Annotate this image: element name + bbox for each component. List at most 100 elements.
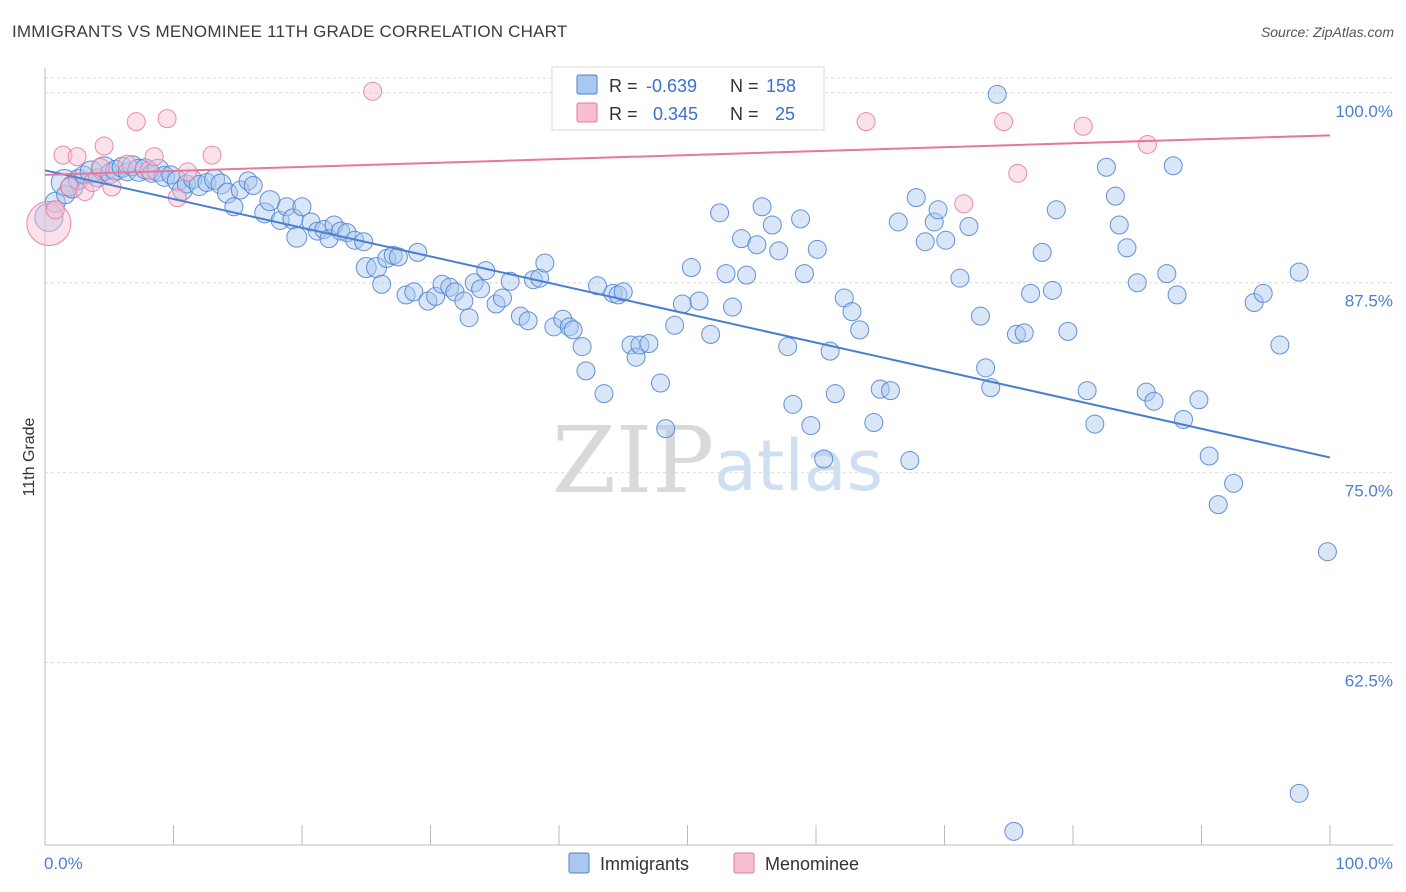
immigrants-point xyxy=(924,212,944,232)
immigrants-point xyxy=(563,320,583,340)
immigrants-point xyxy=(459,308,479,328)
menominee-point xyxy=(117,154,137,174)
y-tick-label: 87.5% xyxy=(1345,292,1393,311)
immigrants-point xyxy=(850,320,870,340)
menominee-point xyxy=(1008,163,1028,183)
immigrants-point xyxy=(1004,821,1024,841)
menominee-point xyxy=(45,200,65,220)
immigrants-point xyxy=(987,84,1007,104)
immigrants-point xyxy=(1289,262,1309,282)
immigrants-point xyxy=(1189,390,1209,410)
immigrants-point xyxy=(783,394,803,414)
menominee-point xyxy=(178,162,198,182)
immigrants-point xyxy=(976,358,996,378)
legend-r-label-menominee: R = xyxy=(609,104,638,124)
chart-source: Source: ZipAtlas.com xyxy=(1260,24,1394,40)
immigrants-point xyxy=(888,212,908,232)
menominee-point xyxy=(1138,134,1158,154)
x-tick-label-left: 0.0% xyxy=(44,854,83,873)
legend-n-value-menominee: 25 xyxy=(775,104,795,124)
x-tick-label-right: 100.0% xyxy=(1335,854,1393,873)
immigrants-point xyxy=(576,361,596,381)
menominee-point xyxy=(53,145,73,165)
immigrants-point xyxy=(500,271,520,291)
immigrants-point xyxy=(656,419,676,439)
immigrants-trend-line xyxy=(44,169,1331,459)
immigrants-point xyxy=(842,302,862,322)
immigrants-point xyxy=(1046,200,1066,220)
immigrants-point xyxy=(936,230,956,250)
immigrants-point xyxy=(1199,446,1219,466)
immigrants-point xyxy=(1077,381,1097,401)
immigrants-point xyxy=(791,209,811,229)
y-axis-label: 11th Grade xyxy=(21,417,38,496)
menominee-point xyxy=(26,200,72,246)
immigrants-point xyxy=(651,373,671,393)
immigrants-point xyxy=(559,317,579,337)
immigrants-point xyxy=(870,379,890,399)
immigrants-point xyxy=(626,347,646,367)
immigrants-point xyxy=(454,291,474,311)
bottom-legend-label-immigrants: Immigrants xyxy=(600,854,689,874)
immigrants-point xyxy=(286,226,308,248)
immigrants-point xyxy=(1167,285,1187,305)
immigrants-point xyxy=(572,337,592,357)
immigrants-point xyxy=(689,291,709,311)
immigrants-point xyxy=(1085,414,1105,434)
immigrants-point xyxy=(701,324,721,344)
immigrants-point xyxy=(762,215,782,235)
immigrants-point xyxy=(825,384,845,404)
immigrants-point xyxy=(639,334,659,354)
immigrants-point xyxy=(769,241,789,261)
immigrants-point xyxy=(801,416,821,436)
bottom-legend-swatch-menominee xyxy=(733,852,755,874)
immigrants-point xyxy=(716,264,736,284)
immigrants-point xyxy=(1006,324,1026,344)
immigrants-point xyxy=(259,190,281,212)
legend-r-value-menominee: 0.345 xyxy=(653,104,698,124)
immigrants-point xyxy=(864,413,884,433)
immigrants-point xyxy=(950,268,970,288)
y-tick-label: 100.0% xyxy=(1335,102,1393,121)
immigrants-point xyxy=(426,286,446,306)
immigrants-point xyxy=(794,264,814,284)
immigrants-point xyxy=(970,306,990,326)
menominee-point xyxy=(1073,116,1093,136)
immigrants-point xyxy=(1270,335,1290,355)
immigrants-point xyxy=(737,265,757,285)
immigrants-point xyxy=(613,282,633,302)
immigrants-point xyxy=(665,315,685,335)
legend-swatch-immigrants xyxy=(576,74,598,95)
legend-swatch-menominee xyxy=(576,102,598,123)
axes xyxy=(44,68,1393,846)
menominee-trend-line xyxy=(44,134,1331,176)
immigrants-point xyxy=(710,203,730,223)
grid-lines xyxy=(45,77,1393,664)
immigrants-point xyxy=(1317,542,1337,562)
y-tick-label: 62.5% xyxy=(1345,672,1393,691)
bottom-legend-label-menominee: Menominee xyxy=(765,854,859,874)
immigrants-point xyxy=(915,232,935,252)
immigrants-point xyxy=(553,309,573,329)
immigrants-point xyxy=(1042,280,1062,300)
immigrants-point xyxy=(518,311,538,331)
immigrants-point xyxy=(388,247,408,267)
immigrants-point xyxy=(471,279,491,299)
immigrants-point xyxy=(1117,238,1137,258)
immigrants-point xyxy=(1032,242,1052,262)
immigrants-point xyxy=(1253,283,1273,303)
immigrants-point xyxy=(1105,186,1125,206)
immigrants-point xyxy=(814,449,834,469)
immigrants-point xyxy=(722,297,742,317)
immigrants-point xyxy=(778,337,798,357)
immigrants-point xyxy=(1163,156,1183,176)
legend-r-label-immigrants: R = xyxy=(609,76,638,96)
immigrants-point xyxy=(1157,264,1177,284)
immigrants-point xyxy=(906,188,926,208)
immigrants-point xyxy=(1144,391,1164,411)
immigrants-point xyxy=(372,274,392,294)
bottom-legend: Immigrants Menominee xyxy=(568,852,859,874)
immigrants-point xyxy=(1096,157,1116,177)
immigrants-point xyxy=(1109,215,1129,235)
immigrants-point xyxy=(396,285,416,305)
